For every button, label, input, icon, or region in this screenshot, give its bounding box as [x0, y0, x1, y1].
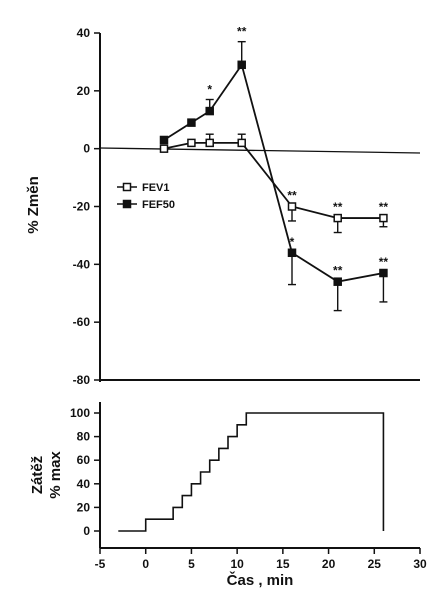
data-point [187, 138, 196, 148]
top-y-tick-label: -60 [73, 315, 91, 329]
top-y-tick-label: 20 [77, 84, 91, 98]
legend-marker [122, 182, 132, 192]
significance-marker: ** [379, 255, 389, 269]
data-point [205, 106, 214, 116]
legend-marker [122, 199, 132, 209]
legend: FEV1 FEF50 [117, 182, 175, 211]
zero-line [99, 147, 421, 154]
x-tick-label: 5 [188, 557, 195, 571]
significance-marker: * [207, 83, 212, 97]
data-point [287, 248, 297, 258]
data-point [379, 268, 388, 278]
series-line [163, 141, 384, 219]
bottom-y-tick-label: 80 [77, 430, 91, 444]
x-tick-label: -5 [95, 557, 106, 571]
bottom-y-tick-label: 0 [83, 524, 90, 538]
top-y-ticks: 40 20 0 -20 -40 -60 -80 [73, 26, 100, 387]
top-y-tick-label: -40 [73, 257, 91, 271]
significance-marker: ** [333, 264, 343, 278]
data-point [287, 202, 297, 211]
data-point [379, 213, 388, 223]
significance-marker: ** [237, 25, 247, 39]
top-y-tick-label: 0 [83, 142, 90, 156]
bottom-y-ticks: 0 20 40 60 80 100 [70, 406, 100, 538]
bottom-x-ticks: -5 0 5 10 15 20 25 30 [95, 548, 427, 571]
top-series-group: **** ********** [159, 25, 389, 312]
significance-marker: ** [287, 189, 297, 203]
top-y-tick-label: 40 [77, 26, 91, 40]
bottom-y-tick-label: 40 [77, 477, 91, 491]
data-point [333, 277, 342, 286]
bottom-y-tick-label: 20 [77, 500, 91, 514]
x-tick-label: 20 [322, 557, 336, 571]
x-tick-label: 10 [230, 557, 244, 571]
significance-marker: ** [333, 200, 343, 214]
data-point [237, 60, 246, 70]
bottom-y-tick-label: 100 [70, 406, 90, 420]
bottom-x-axis-label: Čas , min [227, 571, 294, 589]
bottom-y-tick-label: 60 [77, 453, 91, 467]
series-line [163, 62, 384, 283]
workload-step-line [118, 412, 385, 532]
series-fef50: ******** [159, 25, 389, 312]
x-tick-label: 15 [276, 557, 290, 571]
significance-marker: * [290, 235, 295, 249]
x-tick-label: 30 [413, 557, 427, 571]
bottom-y-axis-label-line1: Zátěž [29, 456, 46, 494]
top-y-tick-label: -20 [73, 200, 91, 214]
top-y-axis-label: % Změn [25, 176, 42, 234]
data-point [159, 135, 169, 145]
x-tick-label: 25 [368, 557, 382, 571]
legend-label: FEF50 [142, 199, 175, 211]
data-point [159, 144, 169, 153]
bottom-y-axis-label-line2: % max [47, 451, 64, 499]
significance-marker: ** [379, 200, 389, 214]
legend-label: FEV1 [142, 182, 170, 194]
data-point [187, 118, 196, 127]
data-point [205, 138, 214, 148]
series-fev1: ** ** ** [159, 133, 389, 234]
x-tick-label: 0 [142, 557, 149, 571]
data-point [237, 138, 246, 148]
data-point [333, 213, 342, 223]
top-y-tick-label: -80 [73, 373, 91, 387]
